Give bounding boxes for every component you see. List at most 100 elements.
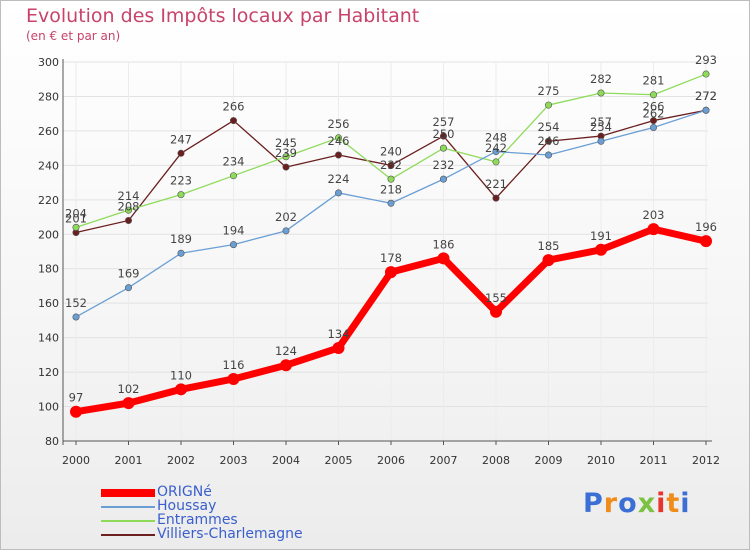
data-point — [387, 175, 395, 183]
data-label: 204 — [65, 206, 87, 220]
legend-label: ORIGNé — [157, 484, 212, 500]
legend-item: Entrammes — [101, 512, 361, 528]
x-tick-label: 2008 — [482, 454, 510, 467]
data-label: 194 — [223, 224, 245, 238]
logo-letter: t — [666, 488, 681, 519]
data-point — [177, 149, 185, 157]
data-point — [649, 91, 657, 99]
legend-swatch — [101, 506, 155, 508]
data-label: 221 — [485, 177, 507, 191]
data-point — [387, 161, 395, 169]
legend-label: Houssay — [157, 498, 217, 514]
legend-label: Entrammes — [157, 512, 238, 528]
x-tick-label: 2005 — [325, 454, 353, 467]
data-label: 185 — [538, 239, 560, 253]
data-label: 234 — [223, 155, 245, 169]
data-point — [125, 284, 133, 292]
data-point — [544, 101, 552, 109]
logo-letter: i — [680, 488, 691, 519]
data-point — [649, 117, 657, 125]
data-label: 232 — [380, 158, 402, 172]
data-label: 254 — [538, 120, 560, 134]
x-tick-label: 2000 — [62, 454, 90, 467]
x-tick-label: 2011 — [640, 454, 668, 467]
logo-letter: r — [603, 488, 619, 519]
data-label: 232 — [433, 158, 455, 172]
data-point — [437, 252, 450, 265]
y-tick-label: 200 — [38, 228, 59, 241]
data-label: 110 — [170, 368, 192, 382]
x-tick-label: 2012 — [692, 454, 720, 467]
data-label: 124 — [275, 344, 297, 358]
data-label: 186 — [433, 237, 455, 251]
data-label: 248 — [485, 131, 507, 145]
x-tick-label: 2010 — [587, 454, 615, 467]
data-point — [282, 153, 290, 161]
data-label: 250 — [433, 127, 455, 141]
data-point — [280, 359, 292, 372]
data-label: 224 — [328, 172, 350, 186]
logo-letter: i — [656, 488, 667, 519]
data-label: 208 — [118, 199, 140, 213]
data-point — [230, 241, 238, 249]
data-label: 189 — [170, 232, 192, 246]
data-point — [125, 206, 133, 214]
data-label: 202 — [275, 210, 297, 224]
y-tick-label: 120 — [38, 366, 59, 379]
x-tick-label: 2009 — [535, 454, 563, 467]
data-point — [492, 158, 500, 166]
data-point — [70, 405, 82, 418]
y-tick-label: 220 — [38, 194, 59, 207]
y-tick-label: 80 — [45, 435, 59, 448]
data-point — [387, 199, 395, 207]
data-label: 214 — [118, 189, 140, 203]
data-label: 247 — [170, 132, 192, 146]
data-point — [544, 151, 552, 159]
data-label: 266 — [223, 100, 245, 114]
legend-item: Houssay — [101, 498, 361, 514]
data-label: 116 — [223, 358, 245, 372]
data-point — [175, 383, 187, 396]
data-label: 275 — [538, 84, 560, 98]
data-point — [597, 89, 605, 97]
data-point — [702, 106, 710, 114]
x-tick-label: 2006 — [377, 454, 405, 467]
data-label: 223 — [170, 174, 192, 188]
y-tick-label: 260 — [38, 125, 59, 138]
data-label: 256 — [328, 117, 350, 131]
data-label: 245 — [275, 136, 297, 150]
data-point — [230, 172, 238, 180]
data-point — [439, 175, 447, 183]
data-label: 203 — [643, 208, 665, 222]
legend-item: ORIGNé — [101, 484, 361, 500]
data-point — [492, 194, 500, 202]
data-label: 246 — [328, 134, 350, 148]
data-point — [282, 163, 290, 171]
data-label: 266 — [643, 100, 665, 114]
x-tick-label: 2003 — [220, 454, 248, 467]
data-label: 239 — [275, 146, 297, 160]
data-label: 218 — [380, 182, 402, 196]
y-tick-label: 100 — [38, 401, 59, 414]
x-tick-label: 2007 — [430, 454, 458, 467]
data-point — [595, 243, 607, 256]
data-label: 272 — [695, 89, 717, 103]
legend-swatch — [101, 520, 155, 522]
data-point — [492, 148, 500, 156]
data-point — [230, 117, 238, 125]
data-label: 281 — [643, 74, 665, 88]
x-tick-label: 2002 — [167, 454, 195, 467]
data-point — [385, 266, 397, 279]
data-label: 102 — [118, 382, 140, 396]
data-point — [72, 223, 80, 231]
data-label: 257 — [433, 115, 455, 129]
data-point — [649, 123, 657, 131]
data-label: 134 — [328, 327, 350, 341]
data-point — [702, 70, 710, 78]
data-point — [282, 227, 290, 235]
data-label: 201 — [65, 212, 87, 226]
data-point — [334, 134, 342, 142]
data-label: 242 — [485, 141, 507, 155]
